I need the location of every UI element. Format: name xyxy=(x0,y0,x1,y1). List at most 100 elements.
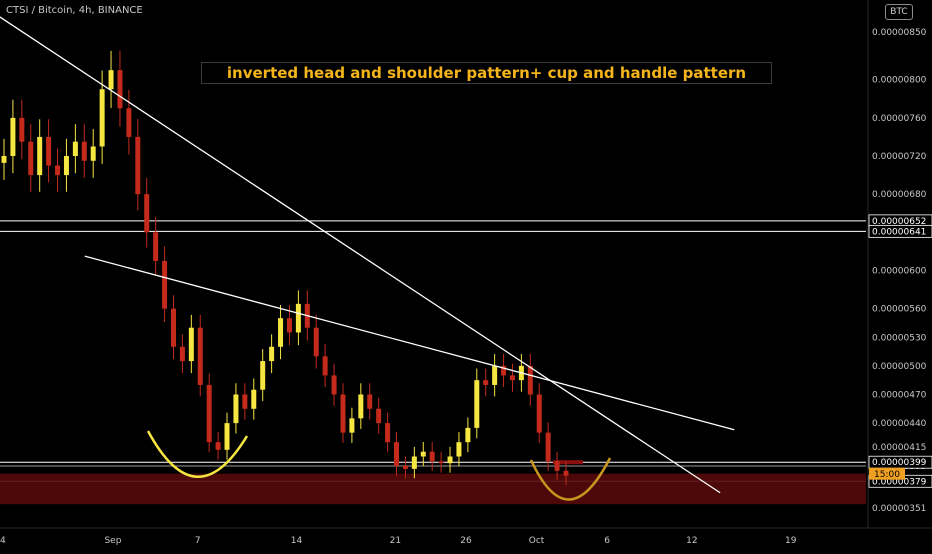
candle-body xyxy=(55,165,61,176)
candle-body xyxy=(108,70,114,90)
cup-arc-left xyxy=(146,430,249,478)
trendline-2 xyxy=(84,255,735,431)
time-tick-label: Oct xyxy=(529,536,545,546)
symbol-title: CTSI / Bitcoin, 4h, BINANCE xyxy=(6,5,143,16)
time-tick-label: 24 xyxy=(0,536,6,546)
price-axis[interactable]: 0.00000850 0.00000800 0.00000760 0.00000720… xyxy=(867,0,932,528)
support-zone-layer xyxy=(0,460,866,505)
price-level-label: 0.00000399 xyxy=(872,458,927,468)
time-tick-label: 14 xyxy=(291,536,303,546)
candle-body xyxy=(358,394,364,419)
candle-body xyxy=(385,423,391,443)
candle-body xyxy=(447,456,453,464)
candle-body xyxy=(295,303,301,333)
candle-body xyxy=(144,194,150,233)
candle-body xyxy=(10,117,16,157)
candle-body xyxy=(260,361,266,390)
time-tick-label: 21 xyxy=(390,536,401,546)
candle-body xyxy=(28,141,34,176)
candle-body xyxy=(206,384,212,443)
support-zone xyxy=(0,473,866,505)
price-tick-label: 0.00000470 xyxy=(872,390,927,400)
candle-body xyxy=(99,89,105,147)
price-tick-label: 0.00000800 xyxy=(872,76,927,86)
candle-body xyxy=(411,456,417,469)
price-tick-label: 0.00000720 xyxy=(872,152,927,162)
candle-body xyxy=(233,394,239,424)
candle-body xyxy=(170,308,176,347)
countdown-label: 15:00 xyxy=(874,470,900,480)
price-tick-label: 0.00000500 xyxy=(872,362,927,372)
candle-body xyxy=(367,394,373,409)
candle-body xyxy=(402,466,408,469)
price-level-label: 0.00000652 xyxy=(872,217,926,227)
candle-body xyxy=(536,394,542,433)
candle-body xyxy=(72,141,78,157)
candle-body xyxy=(197,327,203,385)
candle-body xyxy=(117,70,123,109)
price-tick-label: 0.00000530 xyxy=(872,333,927,343)
candle-body xyxy=(420,451,426,457)
candle-body xyxy=(545,432,551,462)
candle-body xyxy=(81,141,87,161)
candle-body xyxy=(251,389,257,409)
candle-body xyxy=(135,136,141,195)
candle-body xyxy=(465,427,471,443)
candle-body xyxy=(474,380,480,428)
time-tick-label: 6 xyxy=(604,536,610,546)
candle-body xyxy=(179,346,185,362)
trendlines-layer xyxy=(0,16,735,501)
candle-body xyxy=(90,146,96,161)
currency-badge[interactable]: BTC xyxy=(885,4,913,20)
candle-body xyxy=(429,451,435,462)
candle-body xyxy=(63,156,69,176)
price-tick-label: 0.00000680 xyxy=(872,190,927,200)
candle-body xyxy=(278,318,284,347)
candle-body xyxy=(492,365,498,385)
candle-body xyxy=(286,318,292,333)
grid-layer xyxy=(0,220,866,482)
time-axis[interactable]: 24 Sep 7 14 21 26 Oct 6 12 19 xyxy=(0,527,932,546)
time-tick-label: Sep xyxy=(104,536,121,546)
candle-body xyxy=(509,375,515,381)
price-tick-label: 0.00000440 xyxy=(872,419,927,429)
trendline-1 xyxy=(0,16,721,494)
candle-body xyxy=(162,260,168,309)
candle-body xyxy=(224,423,230,450)
candle-body xyxy=(527,365,533,395)
candle-body xyxy=(1,156,7,163)
candle-body xyxy=(394,442,400,467)
price-tick-label: 0.00000560 xyxy=(872,305,927,315)
price-tick-label: 0.00000351 xyxy=(872,504,926,514)
candle-body xyxy=(563,470,569,476)
candle-body xyxy=(322,356,328,376)
price-tick-label: 0.00000760 xyxy=(872,114,927,124)
time-tick-label: 7 xyxy=(195,536,201,546)
price-tick-label: 0.00000415 xyxy=(872,443,926,453)
time-tick-label: 19 xyxy=(785,536,797,546)
candle-body xyxy=(215,442,221,450)
candle-body xyxy=(37,136,43,176)
candle-body xyxy=(438,461,444,464)
price-level-box xyxy=(868,224,932,238)
candle-body xyxy=(153,232,159,261)
cup-arc-right xyxy=(529,457,612,501)
candle-body xyxy=(19,117,25,142)
candle-body xyxy=(483,380,489,385)
time-tick-label: 26 xyxy=(460,536,472,546)
candle-body xyxy=(46,136,52,166)
candle-body xyxy=(554,461,560,471)
handle-box xyxy=(553,460,583,465)
candle-body xyxy=(456,442,462,457)
candle-body xyxy=(376,408,382,424)
candle-body xyxy=(331,375,337,395)
price-tick-label: 0.00000850 xyxy=(872,28,927,38)
candles-layer xyxy=(1,50,569,485)
price-level-label: 0.00000641 xyxy=(872,227,926,237)
candle-body xyxy=(313,327,319,357)
time-tick-label: 12 xyxy=(686,536,697,546)
candle-body xyxy=(501,365,507,376)
price-tick-label: 0.00000600 xyxy=(872,266,927,276)
